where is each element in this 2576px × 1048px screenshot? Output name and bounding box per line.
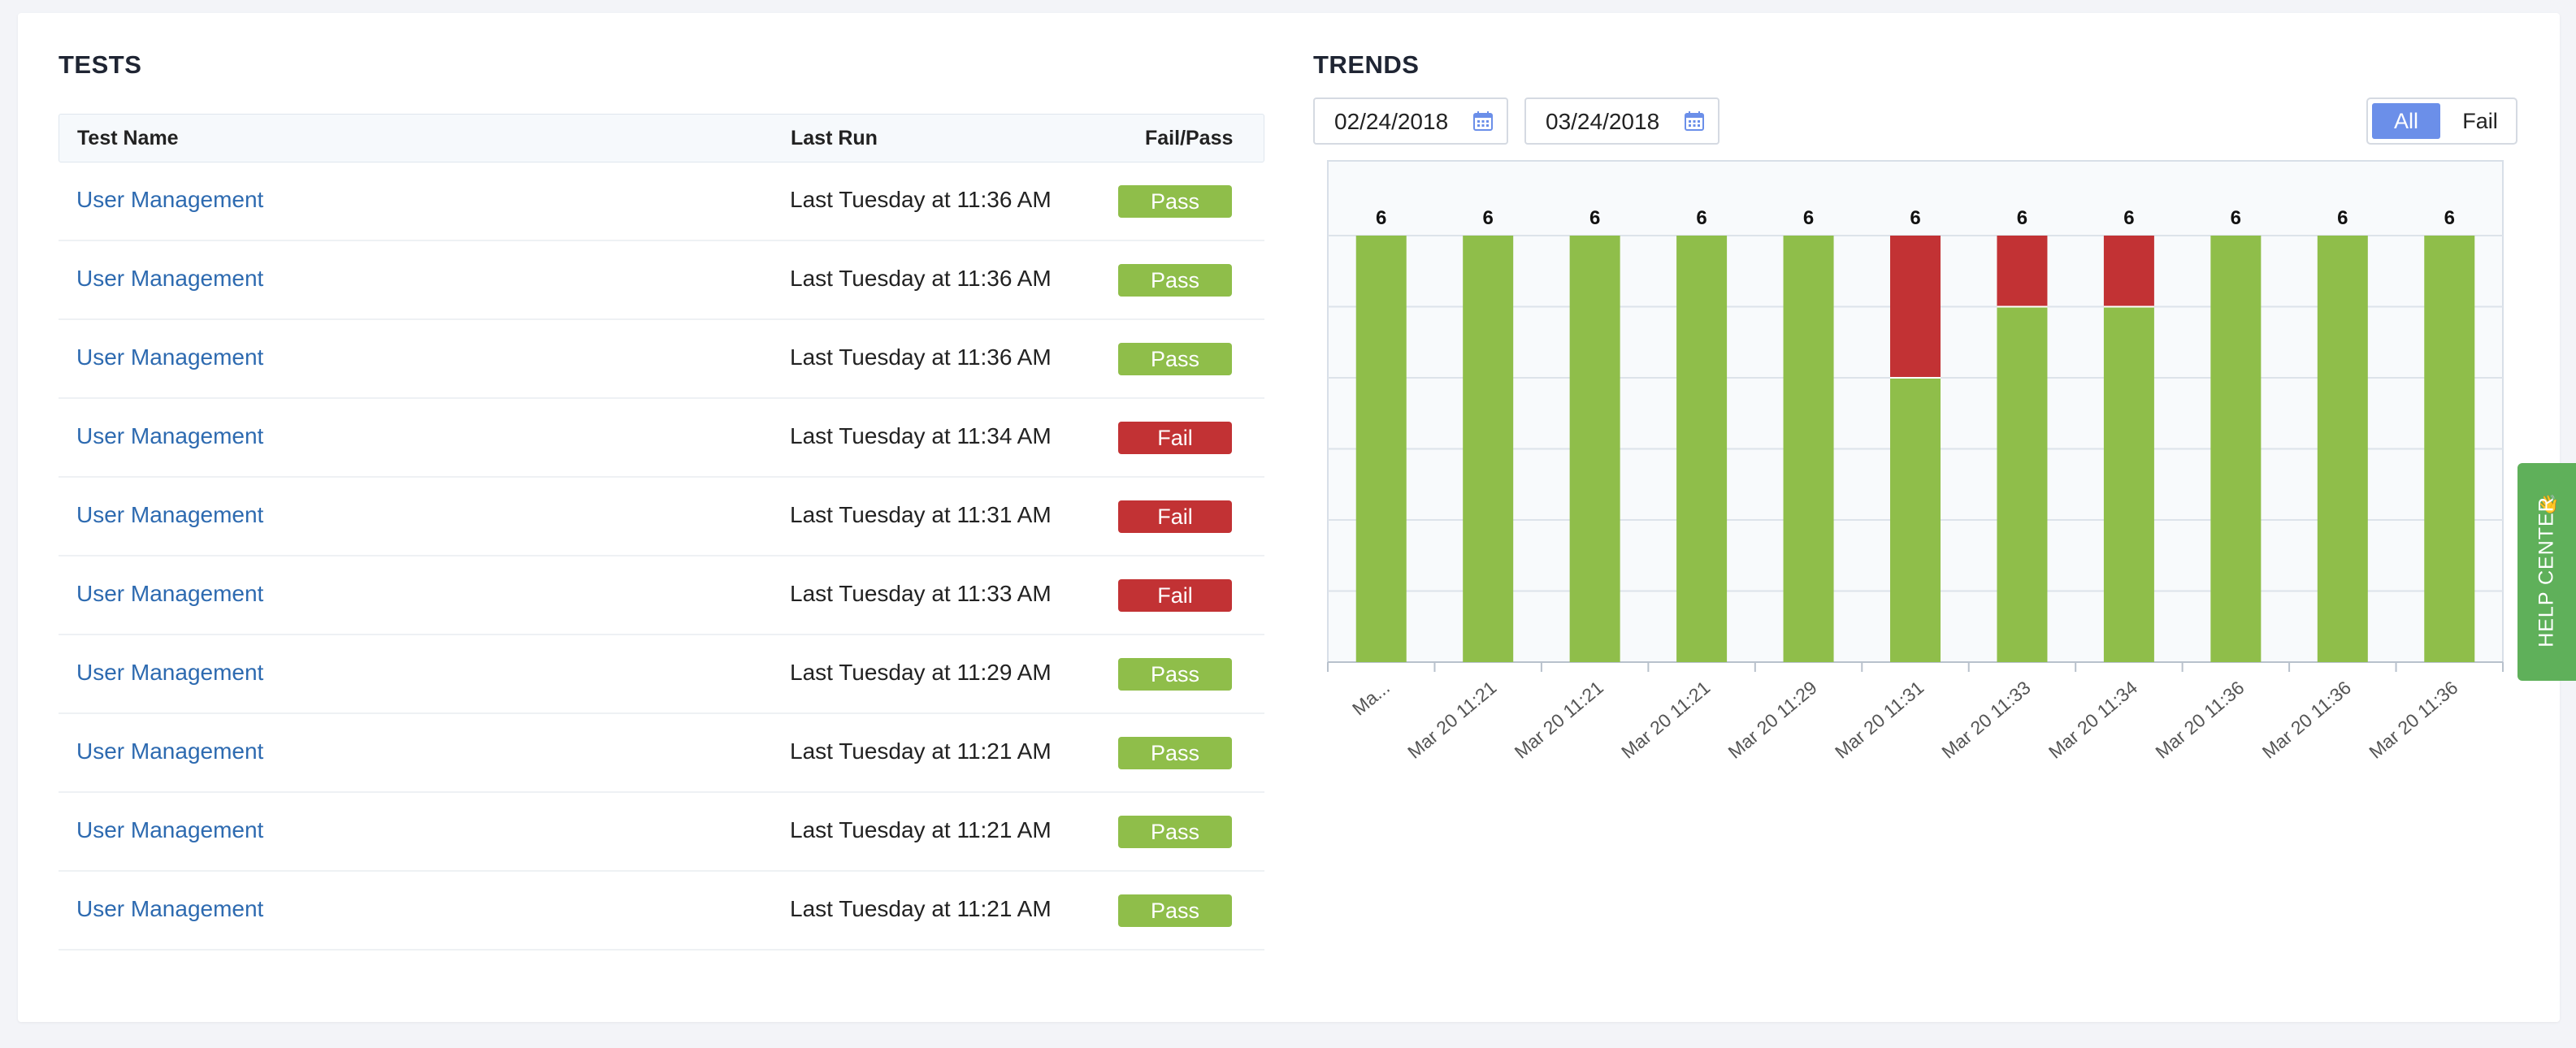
date-to-input[interactable]: 03/24/2018 — [1524, 97, 1720, 145]
status-badge: Pass — [1118, 658, 1232, 691]
test-name-link[interactable]: User Management — [76, 660, 264, 685]
date-to-value: 03/24/2018 — [1546, 109, 1660, 134]
table-row: User Management Last Tuesday at 11:36 AM P… — [59, 320, 1264, 399]
trends-title: TRENDS — [1313, 50, 1420, 79]
table-row: User Management Last Tuesday at 11:36 AM P… — [59, 241, 1264, 320]
status-badge: Fail — [1118, 500, 1232, 533]
test-name-link[interactable]: User Management — [76, 896, 264, 921]
last-run-text: Last Tuesday at 11:21 AM — [790, 896, 1052, 921]
status-badge: Pass — [1118, 343, 1232, 375]
test-name-link[interactable]: User Management — [76, 502, 264, 527]
tests-table-body: User Management Last Tuesday at 11:36 AM P… — [59, 162, 1264, 951]
last-run-text: Last Tuesday at 11:29 AM — [790, 660, 1052, 685]
test-name-link[interactable]: User Management — [76, 266, 264, 291]
last-run-text: Last Tuesday at 11:21 AM — [790, 738, 1052, 764]
table-row: User Management Last Tuesday at 11:29 AM P… — [59, 635, 1264, 714]
test-name-link[interactable]: User Management — [76, 817, 264, 842]
help-center-label: HELP CENTER — [2535, 496, 2558, 647]
status-badge: Pass — [1118, 894, 1232, 927]
status-badge: Pass — [1118, 185, 1232, 218]
tests-table-header: Test Name Last Run Fail/Pass — [59, 114, 1264, 162]
last-run-text: Last Tuesday at 11:33 AM — [790, 581, 1052, 606]
column-fail-pass: Fail/Pass — [1145, 127, 1234, 149]
column-test-name: Test Name — [77, 127, 179, 149]
column-last-run: Last Run — [791, 127, 878, 149]
status-badge: Pass — [1118, 264, 1232, 297]
table-row: User Management Last Tuesday at 11:21 AM P… — [59, 793, 1264, 872]
filter-all-button[interactable]: All — [2372, 103, 2440, 139]
calendar-icon[interactable] — [1472, 110, 1494, 132]
calendar-icon[interactable] — [1684, 110, 1705, 132]
waving-hand-icon: 👋 — [2537, 494, 2560, 514]
table-row: User Management Last Tuesday at 11:34 AM F… — [59, 399, 1264, 478]
status-badge: Pass — [1118, 737, 1232, 769]
test-name-link[interactable]: User Management — [76, 738, 264, 764]
help-center-tab[interactable]: 👋 HELP CENTER — [2517, 463, 2576, 681]
table-row: User Management Last Tuesday at 11:33 AM F… — [59, 556, 1264, 635]
filter-toggle: All Fail — [2366, 97, 2517, 145]
last-run-text: Last Tuesday at 11:34 AM — [790, 423, 1052, 448]
test-name-link[interactable]: User Management — [76, 187, 264, 212]
status-badge: Fail — [1118, 579, 1232, 612]
table-row: User Management Last Tuesday at 11:31 AM F… — [59, 478, 1264, 556]
last-run-text: Last Tuesday at 11:36 AM — [790, 187, 1052, 212]
date-from-value: 02/24/2018 — [1334, 109, 1449, 134]
status-badge: Fail — [1118, 422, 1232, 454]
table-row: User Management Last Tuesday at 11:36 AM P… — [59, 162, 1264, 241]
last-run-text: Last Tuesday at 11:36 AM — [790, 266, 1052, 291]
test-name-link[interactable]: User Management — [76, 423, 264, 448]
status-badge: Pass — [1118, 816, 1232, 848]
filter-fail-button[interactable]: Fail — [2462, 109, 2498, 133]
test-name-link[interactable]: User Management — [76, 581, 264, 606]
table-row: User Management Last Tuesday at 11:21 AM P… — [59, 714, 1264, 793]
last-run-text: Last Tuesday at 11:21 AM — [790, 817, 1052, 842]
tests-title: TESTS — [59, 50, 142, 79]
last-run-text: Last Tuesday at 11:31 AM — [790, 502, 1052, 527]
table-row: User Management Last Tuesday at 11:21 AM P… — [59, 872, 1264, 951]
last-run-text: Last Tuesday at 11:36 AM — [790, 344, 1052, 370]
date-from-input[interactable]: 02/24/2018 — [1313, 97, 1508, 145]
test-name-link[interactable]: User Management — [76, 344, 264, 370]
